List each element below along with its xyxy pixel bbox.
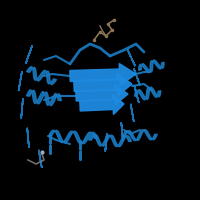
Polygon shape [89,134,131,147]
Polygon shape [105,133,107,151]
Polygon shape [121,123,123,141]
Polygon shape [26,90,61,106]
Polygon shape [49,130,97,144]
Polygon shape [123,130,157,141]
Polygon shape [39,150,42,168]
Polygon shape [80,95,124,114]
Polygon shape [134,68,140,85]
Polygon shape [135,87,161,100]
Polygon shape [139,60,164,73]
Polygon shape [131,104,134,122]
Polygon shape [19,71,22,91]
Polygon shape [70,64,136,85]
Polygon shape [26,45,32,64]
Polygon shape [76,85,128,104]
Polygon shape [128,50,135,66]
Polygon shape [134,85,139,103]
Polygon shape [27,128,29,148]
Polygon shape [74,74,132,95]
Polygon shape [27,67,56,85]
Polygon shape [21,99,23,118]
